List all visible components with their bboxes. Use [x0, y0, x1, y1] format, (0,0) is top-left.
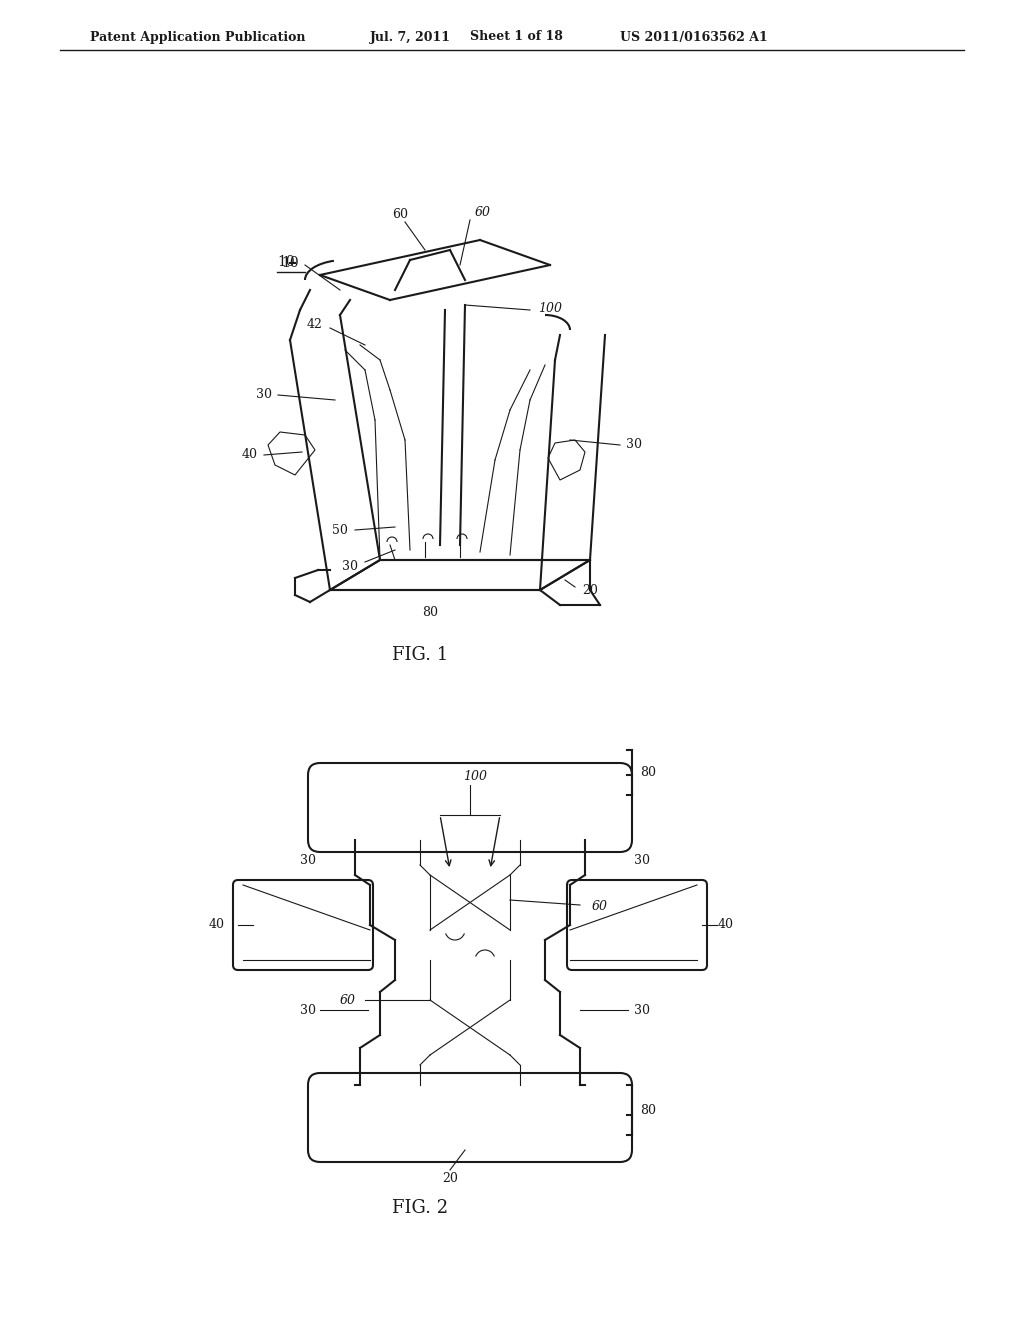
- Text: 10: 10: [282, 256, 299, 271]
- Text: 40: 40: [209, 919, 225, 932]
- Text: 20: 20: [442, 1172, 458, 1184]
- Text: 60: 60: [392, 209, 408, 222]
- Text: 20: 20: [582, 583, 598, 597]
- Text: 30: 30: [626, 438, 642, 451]
- Text: 80: 80: [422, 606, 438, 619]
- Text: 30: 30: [300, 1003, 316, 1016]
- Text: 30: 30: [256, 388, 272, 401]
- Text: 60: 60: [340, 994, 356, 1006]
- Text: FIG. 1: FIG. 1: [392, 645, 449, 664]
- Text: 40: 40: [718, 919, 734, 932]
- Text: Sheet 1 of 18: Sheet 1 of 18: [470, 30, 563, 44]
- Text: 80: 80: [640, 767, 656, 780]
- Text: US 2011/0163562 A1: US 2011/0163562 A1: [620, 30, 768, 44]
- Text: Jul. 7, 2011: Jul. 7, 2011: [370, 30, 451, 44]
- Text: 42: 42: [307, 318, 323, 331]
- Text: 10: 10: [278, 255, 295, 269]
- Text: 50: 50: [332, 524, 348, 536]
- Text: 80: 80: [640, 1104, 656, 1117]
- Text: 60: 60: [475, 206, 490, 219]
- Text: 30: 30: [300, 854, 316, 866]
- Text: 30: 30: [342, 561, 358, 573]
- Text: Patent Application Publication: Patent Application Publication: [90, 30, 305, 44]
- Text: 100: 100: [463, 771, 487, 784]
- Text: 30: 30: [634, 1003, 650, 1016]
- Text: FIG. 2: FIG. 2: [392, 1199, 449, 1217]
- Text: 100: 100: [538, 301, 562, 314]
- Text: 40: 40: [242, 449, 258, 462]
- Text: 60: 60: [592, 900, 608, 913]
- Text: 30: 30: [634, 854, 650, 866]
